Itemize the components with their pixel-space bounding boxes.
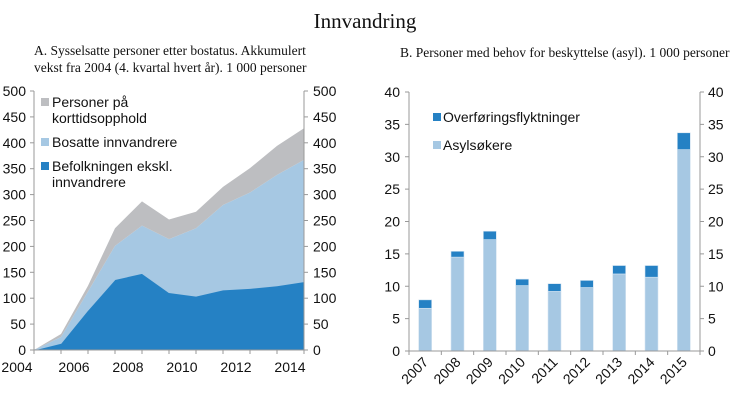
y-tick-label-left: 15 [384,246,400,262]
bar-asyls-kere-2012 [580,287,594,352]
legend-label: Bosatte innvandrere [52,134,178,150]
y-tick-label-right: 250 [313,213,337,229]
y-tick-label-left: 30 [384,149,400,165]
y-tick-label-left: 100 [3,290,27,306]
x-tick-label: 2009 [463,354,496,387]
x-tick-label: 2011 [528,354,561,387]
y-tick-label-right: 350 [313,161,337,177]
bar-overf-ringsflyktninger-2011 [547,283,562,292]
bar-overf-ringsflyktninger-2014 [644,265,659,278]
legend-label: Overføringsflyktninger [443,109,580,125]
legend-swatch [41,162,49,170]
y-tick-label-left: 35 [384,116,400,132]
x-tick-label: 2015 [657,354,690,387]
y-tick-label-right: 400 [313,135,337,151]
bar-asyls-kere-2007 [418,307,432,352]
x-tick-label: 2007 [398,354,431,387]
y-tick-label-right: 200 [313,238,337,254]
bar-overf-ringsflyktninger-2010 [515,278,529,286]
x-tick-label: 2004 [1,359,32,375]
y-tick-label-left: 300 [3,187,27,203]
y-tick-label-right: 500 [313,83,337,99]
bar-overf-ringsflyktninger-2012 [580,280,594,288]
y-tick-label-left: 0 [18,342,26,358]
bar-asyls-kere-2011 [547,291,562,352]
chart-b-title: B. Personer med behov for beskyttelse (a… [400,45,730,60]
x-tick-label: 2008 [430,354,463,387]
bar-asyls-kere-2008 [450,256,465,352]
y-tick-label-left: 25 [384,181,400,197]
legend-label: korttidsopphold [52,110,147,126]
legend-swatch [433,113,441,121]
bar-asyls-kere-2010 [515,285,529,352]
x-tick-label: 2013 [592,354,625,387]
y-tick-label-right: 100 [313,290,337,306]
legend-label: innvandrere [52,174,126,190]
y-tick-label-right: 450 [313,109,337,125]
y-tick-label-left: 200 [3,238,27,254]
legend-swatch [41,98,49,106]
legend-label: Asylsøkere [443,137,512,153]
y-tick-label-right: 30 [708,149,724,165]
y-tick-label-left: 450 [3,109,27,125]
y-tick-label-right: 10 [708,278,724,294]
y-tick-label-left: 50 [10,316,26,332]
y-tick-label-right: 50 [313,316,329,332]
page-title: Innvandring [313,9,417,33]
area-series-personer-p-korttidsopphold [34,128,304,350]
y-tick-label-left: 150 [3,264,27,280]
x-tick-label: 2010 [166,359,197,375]
y-tick-label-right: 5 [708,311,716,327]
bar-asyls-kere-2009 [483,239,497,352]
legend-swatch [433,141,441,149]
bar-overf-ringsflyktninger-2015 [677,132,691,150]
y-tick-label-left: 0 [392,343,400,359]
bar-overf-ringsflyktninger-2013 [612,265,626,275]
bar-asyls-kere-2015 [677,149,691,352]
bar-asyls-kere-2014 [644,276,659,352]
y-tick-label-left: 400 [3,135,27,151]
y-tick-label-right: 25 [708,181,724,197]
x-tick-label: 2012 [220,359,251,375]
bar-overf-ringsflyktninger-2007 [418,299,432,309]
legend-label: Personer på [52,94,128,110]
chart-a-area-plot: 0 0 50 50 100 100 150 150 200 200 250 250 300 300 350 3… [1,83,337,375]
chart-a-title: A. Sysselsatte personer etter bostatus. … [34,43,307,75]
x-tick-label: 2014 [624,354,657,387]
y-tick-label-right: 15 [708,246,724,262]
y-tick-label-left: 5 [392,311,400,327]
y-tick-label-right: 20 [708,214,724,230]
y-tick-label-right: 300 [313,187,337,203]
y-tick-label-left: 350 [3,161,27,177]
x-tick-label: 2006 [58,359,89,375]
x-tick-label: 2012 [560,354,593,387]
y-tick-label-left: 20 [384,214,400,230]
bar-asyls-kere-2013 [612,273,626,352]
x-tick-label: 2010 [495,354,528,387]
y-tick-label-right: 150 [313,264,337,280]
y-tick-label-right: 0 [313,342,321,358]
area-series-bosatte-innvandrere [34,159,304,350]
y-tick-label-left: 10 [384,278,400,294]
y-tick-label-right: 35 [708,116,724,132]
y-tick-label-left: 500 [3,83,27,99]
bar-overf-ringsflyktninger-2008 [450,250,465,258]
legend-label: Befolkningen ekskl. [52,158,173,174]
bar-overf-ringsflyktninger-2009 [483,230,497,240]
y-tick-label-left: 40 [384,84,400,100]
x-tick-label: 2014 [274,359,305,375]
y-tick-label-right: 40 [708,84,724,100]
x-tick-label: 2008 [112,359,143,375]
y-tick-label-right: 0 [708,343,716,359]
legend-swatch [41,138,49,146]
y-tick-label-left: 250 [3,213,27,229]
